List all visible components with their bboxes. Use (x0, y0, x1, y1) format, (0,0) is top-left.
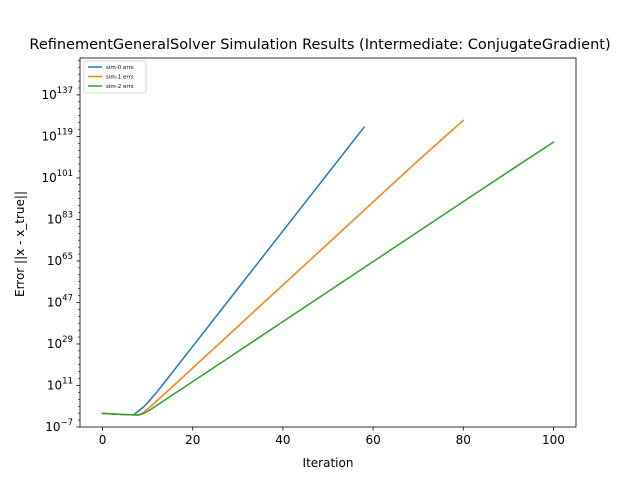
y-tick-label: 1047 (47, 293, 73, 309)
y-tick-label: 1029 (47, 335, 73, 351)
x-axis: 0 20 40 60 80 100 (99, 427, 565, 447)
legend-label-sim-0: sim-0 errs (106, 65, 134, 71)
legend-box (83, 60, 147, 94)
legend-label-sim-2: sim-2 errs (106, 84, 134, 90)
y-tick-label: 1065 (47, 252, 73, 268)
y-axis-label: Error ||x - x_true|| (13, 191, 27, 297)
y-tick-label: 10137 (41, 86, 73, 102)
y-tick-label: 10119 (41, 127, 73, 143)
y-axis: 10−7 1011 1029 1047 1065 1083 10101 10119 10137 (41, 60, 80, 434)
y-tick-label: 1083 (47, 210, 73, 226)
x-tick-label: 0 (99, 433, 107, 447)
series-line-sim-1 (101, 119, 465, 416)
y-tick-label: 10−7 (45, 418, 73, 434)
legend: sim-0 errs sim-1 errs sim-2 errs (83, 60, 147, 94)
x-tick-label: 80 (456, 433, 471, 447)
chart-title: RefinementGeneralSolver Simulation Resul… (29, 37, 610, 53)
x-tick-label: 100 (542, 433, 565, 447)
x-tick-label: 20 (185, 433, 200, 447)
y-tick-label: 1011 (47, 376, 73, 392)
legend-label-sim-1: sim-1 errs (106, 75, 134, 81)
plot-area (79, 57, 577, 428)
x-tick-label: 60 (365, 433, 380, 447)
x-axis-label: Iteration (303, 456, 354, 470)
y-tick-label: 10101 (41, 169, 73, 185)
x-tick-label: 40 (275, 433, 290, 447)
plot-frame (79, 57, 577, 428)
series-line-sim-0 (101, 126, 366, 416)
series-line-sim-2 (101, 141, 555, 416)
series-group (101, 119, 555, 416)
